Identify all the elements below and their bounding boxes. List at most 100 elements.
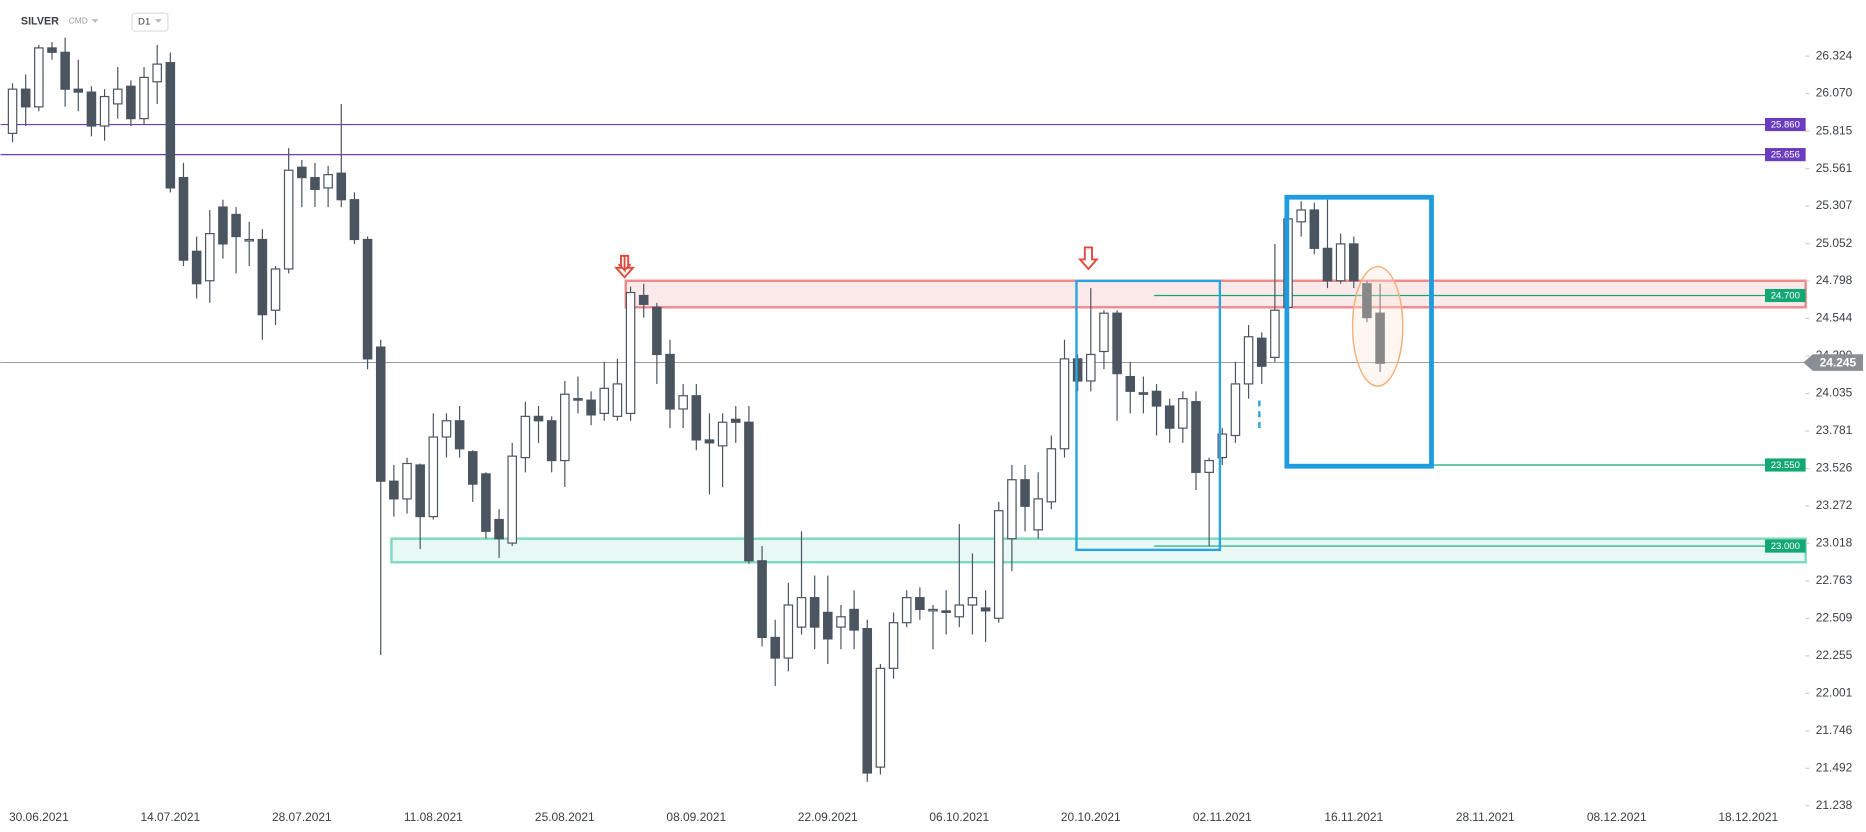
- y-tick-label: 25.561: [1816, 161, 1853, 175]
- y-tick-label: 22.763: [1816, 573, 1853, 587]
- y-tick-label: 26.070: [1816, 86, 1853, 100]
- y-tick-label: 25.052: [1816, 236, 1853, 250]
- candle-body: [218, 206, 228, 245]
- candle-body: [875, 667, 886, 768]
- x-tick-label: 28.07.2021: [272, 810, 332, 824]
- level-label: 25.656: [1771, 150, 1800, 161]
- candle-body: [7, 88, 18, 134]
- x-tick-label: 18.12.2021: [1718, 810, 1778, 824]
- y-tick-label: 25.307: [1816, 198, 1853, 212]
- y-tick-label: 26.324: [1816, 48, 1853, 62]
- candle-body: [993, 510, 1004, 619]
- candle-body: [99, 95, 110, 127]
- candle-body: [454, 420, 465, 450]
- annotation-box: [1075, 279, 1222, 552]
- candle-body: [205, 233, 215, 282]
- interval: D1: [138, 17, 150, 28]
- candle-body: [507, 455, 518, 544]
- candle-body: [283, 169, 294, 270]
- x-tick-label: 08.12.2021: [1587, 810, 1647, 824]
- candle-body: [573, 398, 583, 401]
- candle-body: [941, 610, 951, 613]
- candle-body: [1125, 375, 1136, 392]
- candle-body: [823, 611, 833, 640]
- candle-body: [1296, 209, 1306, 223]
- zone: [624, 279, 1807, 309]
- candle-body: [1007, 479, 1017, 540]
- candle-body: [836, 616, 846, 628]
- symbol-header: SILVER CMD D1: [21, 12, 169, 32]
- y-tick-label: 24.544: [1816, 311, 1853, 325]
- candle-body: [415, 464, 425, 518]
- candle-body: [362, 238, 373, 360]
- x-tick-label: 16.11.2021: [1324, 810, 1383, 824]
- y-tick-label: 24.798: [1816, 273, 1853, 287]
- level-label: 23.550: [1771, 460, 1800, 471]
- arrow-down: [614, 254, 636, 279]
- level-tag: [1765, 148, 1806, 162]
- candle-body: [112, 88, 123, 105]
- candle-body: [402, 462, 412, 500]
- candle-body: [297, 166, 307, 179]
- candle-body: [257, 238, 268, 316]
- market[interactable]: CMD: [69, 16, 88, 26]
- x-tick-label: 22.09.2021: [798, 810, 858, 824]
- candle-body: [139, 76, 149, 120]
- candle-body: [678, 395, 688, 410]
- candle-body: [1204, 459, 1214, 473]
- candle-body: [1033, 498, 1043, 531]
- level-tag: [1765, 458, 1806, 472]
- y-tick-label: 21.746: [1816, 723, 1853, 737]
- candle-body: [1059, 358, 1070, 450]
- candle-body: [1112, 312, 1122, 375]
- candle-body: [73, 88, 84, 93]
- candle-body: [665, 353, 675, 410]
- candle-body: [1191, 401, 1201, 473]
- candle-body: [1046, 448, 1057, 503]
- candle-body: [901, 597, 912, 624]
- candle-body: [1086, 353, 1096, 382]
- level-label: 24.700: [1771, 291, 1800, 302]
- candle-body: [954, 604, 965, 618]
- candle-body: [1349, 243, 1359, 282]
- candle-body: [546, 420, 557, 462]
- candle-body: [428, 436, 439, 518]
- level-tag: [1765, 539, 1806, 553]
- candle-body: [1151, 390, 1162, 407]
- axis-layer: 26.324 26.070 25.815 25.561 25.307 25.052 24.7…: [9, 48, 1864, 824]
- candle-body: [152, 63, 162, 83]
- candles-layer: [7, 37, 1385, 782]
- y-tick-label: 23.526: [1816, 461, 1853, 475]
- dropdown-caret: [91, 19, 99, 23]
- y-tick-label: 22.001: [1816, 685, 1853, 699]
- candle-body: [126, 85, 136, 120]
- interval-box[interactable]: [131, 12, 169, 32]
- candle-body: [1270, 309, 1280, 358]
- candle-body: [47, 47, 57, 53]
- candle-body: [336, 172, 347, 201]
- x-tick-label: 28.11.2021: [1456, 810, 1515, 824]
- level-label: 23.000: [1771, 541, 1800, 552]
- x-tick-label: 14.07.2021: [140, 810, 200, 824]
- y-tick-label: 25.815: [1816, 123, 1853, 137]
- candle-body: [375, 346, 386, 482]
- overlay-layer: [614, 194, 1434, 552]
- candle-body: [165, 62, 176, 189]
- arrow-down: [1077, 246, 1099, 271]
- candle-body: [494, 518, 504, 540]
- candle-body: [652, 306, 662, 356]
- candle-body: [34, 47, 44, 108]
- y-tick-label: 23.018: [1816, 536, 1853, 550]
- candle-body: [520, 415, 531, 459]
- candle-body: [888, 622, 899, 669]
- candle-body: [586, 399, 596, 416]
- candle-body: [599, 387, 610, 415]
- symbol: SILVER: [21, 15, 59, 27]
- y-tick-label: 21.492: [1816, 760, 1853, 774]
- candle-body: [915, 597, 925, 611]
- candle-body: [744, 421, 754, 562]
- candle-body: [717, 421, 728, 447]
- x-tick-label: 25.08.2021: [535, 810, 595, 824]
- candle-body: [441, 420, 452, 438]
